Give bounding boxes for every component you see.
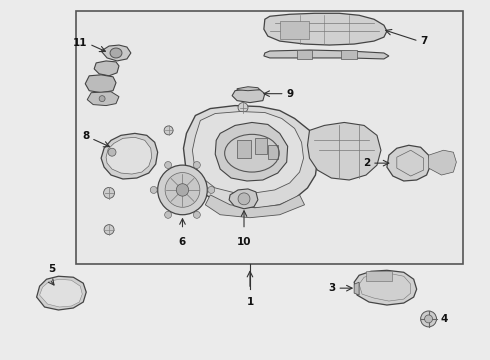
Polygon shape — [94, 61, 119, 76]
Polygon shape — [429, 150, 456, 175]
Polygon shape — [268, 145, 278, 159]
Text: 11: 11 — [73, 38, 87, 48]
Circle shape — [150, 186, 157, 193]
Polygon shape — [354, 282, 359, 295]
Text: 5: 5 — [48, 264, 55, 274]
Circle shape — [165, 162, 172, 168]
Text: 7: 7 — [420, 36, 428, 46]
Polygon shape — [264, 13, 387, 45]
Circle shape — [164, 126, 173, 135]
Polygon shape — [237, 87, 260, 91]
Circle shape — [103, 188, 115, 198]
Polygon shape — [183, 105, 318, 208]
Bar — [341, 50, 357, 59]
Text: 9: 9 — [287, 89, 294, 99]
Polygon shape — [40, 279, 82, 307]
Bar — [76, 11, 464, 264]
Circle shape — [165, 211, 172, 218]
Text: 8: 8 — [82, 131, 89, 141]
Bar — [296, 50, 313, 59]
Polygon shape — [101, 45, 131, 61]
Circle shape — [425, 315, 433, 323]
Circle shape — [158, 165, 207, 215]
Circle shape — [108, 148, 116, 156]
Polygon shape — [37, 276, 86, 310]
Ellipse shape — [110, 48, 122, 58]
Circle shape — [104, 225, 114, 235]
Circle shape — [194, 211, 200, 218]
Polygon shape — [85, 75, 116, 93]
Circle shape — [99, 96, 105, 102]
Text: 6: 6 — [179, 237, 186, 247]
Polygon shape — [87, 92, 119, 105]
Polygon shape — [106, 137, 152, 174]
Polygon shape — [308, 122, 381, 180]
Text: 1: 1 — [246, 297, 254, 307]
Polygon shape — [215, 122, 288, 181]
Polygon shape — [354, 270, 416, 305]
Text: 10: 10 — [237, 237, 251, 247]
Polygon shape — [101, 133, 158, 179]
Text: 2: 2 — [363, 158, 370, 168]
Polygon shape — [232, 89, 265, 103]
Circle shape — [420, 311, 437, 327]
Polygon shape — [255, 138, 267, 154]
Circle shape — [176, 184, 189, 196]
Polygon shape — [264, 50, 389, 59]
Circle shape — [238, 193, 250, 205]
Polygon shape — [237, 140, 251, 158]
Circle shape — [194, 162, 200, 168]
Polygon shape — [193, 112, 303, 193]
Text: 4: 4 — [441, 314, 448, 324]
Polygon shape — [280, 21, 310, 39]
Polygon shape — [387, 145, 431, 181]
Polygon shape — [366, 271, 392, 281]
Polygon shape — [205, 195, 305, 218]
Text: 3: 3 — [328, 283, 335, 293]
Circle shape — [238, 103, 248, 113]
Circle shape — [165, 172, 200, 207]
Circle shape — [208, 186, 215, 193]
Polygon shape — [229, 189, 258, 209]
